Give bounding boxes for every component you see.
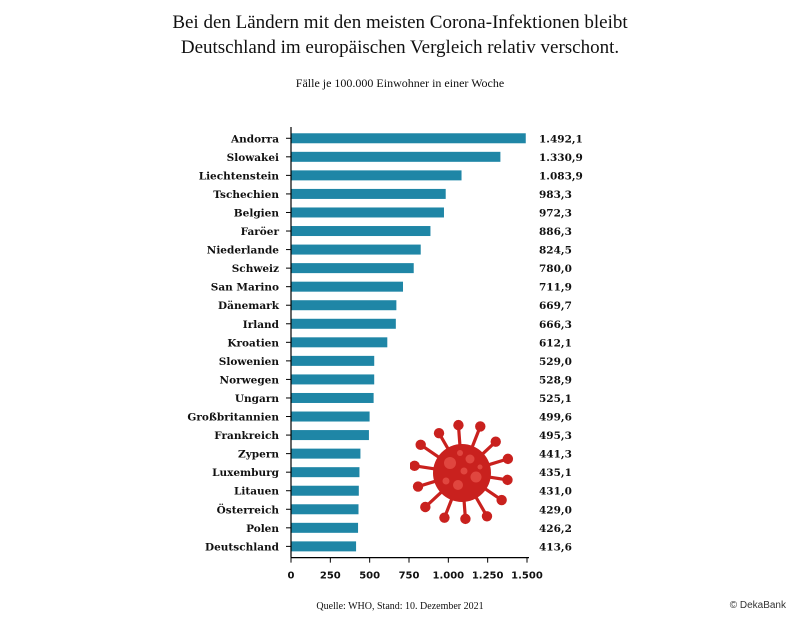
bar	[291, 522, 359, 533]
bar	[291, 263, 414, 274]
category-label: Norwegen	[219, 374, 279, 386]
bar	[291, 281, 404, 292]
value-label: 669,7	[539, 300, 572, 312]
value-label: 435,1	[539, 467, 572, 479]
category-label: Ungarn	[235, 393, 279, 405]
category-label: Faröer	[241, 226, 280, 238]
category-label: Luxemburg	[212, 467, 280, 479]
coronavirus-icon	[410, 419, 514, 525]
bar	[291, 541, 357, 552]
value-label: 413,6	[539, 541, 572, 553]
copyright-note: © DekaBank	[729, 600, 786, 611]
value-label: 1.492,1	[539, 133, 583, 145]
bar	[291, 318, 396, 329]
value-label: 983,3	[539, 189, 572, 201]
value-label: 525,1	[539, 393, 572, 405]
x-tick-label: 1.500	[511, 571, 543, 582]
value-label: 429,0	[539, 504, 572, 516]
category-label: Großbritannien	[187, 412, 279, 424]
category-label: San Marino	[211, 282, 279, 294]
value-label: 431,0	[539, 486, 572, 498]
category-label: Kroatien	[227, 337, 279, 349]
bar	[291, 485, 359, 496]
category-label: Deutschland	[205, 541, 280, 553]
value-label: 426,2	[539, 523, 572, 535]
x-tick-label: 1.000	[433, 571, 465, 582]
bar	[291, 337, 388, 348]
bar	[291, 188, 446, 199]
category-label: Liechtenstein	[199, 170, 280, 182]
bar	[291, 207, 444, 218]
bar	[291, 133, 526, 144]
bar	[291, 300, 397, 311]
category-label: Slowenien	[219, 356, 280, 368]
category-label: Österreich	[217, 502, 280, 516]
bar	[291, 411, 370, 422]
value-label: 972,3	[539, 207, 572, 219]
value-label: 824,5	[539, 245, 572, 257]
x-tick-label: 500	[359, 571, 380, 582]
value-label: 499,6	[539, 412, 572, 424]
bar	[291, 430, 369, 441]
chart-title-line-2: Deutschland im europäischen Vergleich re…	[180, 37, 620, 58]
x-tick-label: 1.250	[472, 571, 504, 582]
category-label: Dänemark	[218, 300, 280, 312]
x-tick-label: 250	[320, 571, 341, 582]
category-label: Andorra	[230, 133, 279, 145]
category-label: Tschechien	[213, 189, 279, 201]
value-label: 495,3	[539, 430, 572, 442]
value-label: 1.083,9	[539, 170, 583, 182]
bar	[291, 448, 361, 459]
category-label: Zypern	[238, 449, 279, 461]
value-label: 780,0	[539, 263, 572, 275]
value-label: 886,3	[539, 226, 572, 238]
chart-title: Bei den Ländern mit den meisten Corona-I…	[0, 10, 800, 60]
chart-title-line-1: Bei den Ländern mit den meisten Corona-I…	[172, 12, 628, 33]
category-label: Schweiz	[232, 263, 279, 275]
value-label: 528,9	[539, 374, 572, 386]
bar	[291, 392, 374, 403]
value-label: 529,0	[539, 356, 572, 368]
source-note: Quelle: WHO, Stand: 10. Dezember 2021	[316, 601, 484, 612]
category-label: Polen	[246, 523, 279, 535]
bar	[291, 170, 462, 181]
bar	[291, 244, 421, 255]
bar	[291, 504, 359, 515]
x-tick-label: 750	[399, 571, 420, 582]
bar-chart: Andorra 1.492,1 Slowakei 1.330,9 Liechtenste…	[187, 127, 583, 582]
category-label: Belgien	[234, 207, 280, 219]
value-label: 441,3	[539, 449, 572, 461]
x-tick-label: 0	[288, 571, 295, 582]
value-label: 711,9	[539, 282, 572, 294]
bar	[291, 374, 375, 385]
bar	[291, 151, 501, 162]
category-label: Litauen	[234, 486, 279, 498]
bar	[291, 226, 431, 237]
value-label: 1.330,9	[539, 152, 583, 164]
category-label: Niederlande	[207, 245, 280, 257]
value-label: 612,1	[539, 337, 572, 349]
bar	[291, 467, 360, 478]
chart-subtitle: Fälle je 100.000 Einwohner in einer Woch…	[295, 76, 505, 90]
category-label: Slowakei	[227, 152, 279, 164]
category-label: Irland	[243, 319, 280, 331]
value-label: 666,3	[539, 319, 572, 331]
bar	[291, 355, 375, 366]
category-label: Frankreich	[214, 430, 279, 442]
